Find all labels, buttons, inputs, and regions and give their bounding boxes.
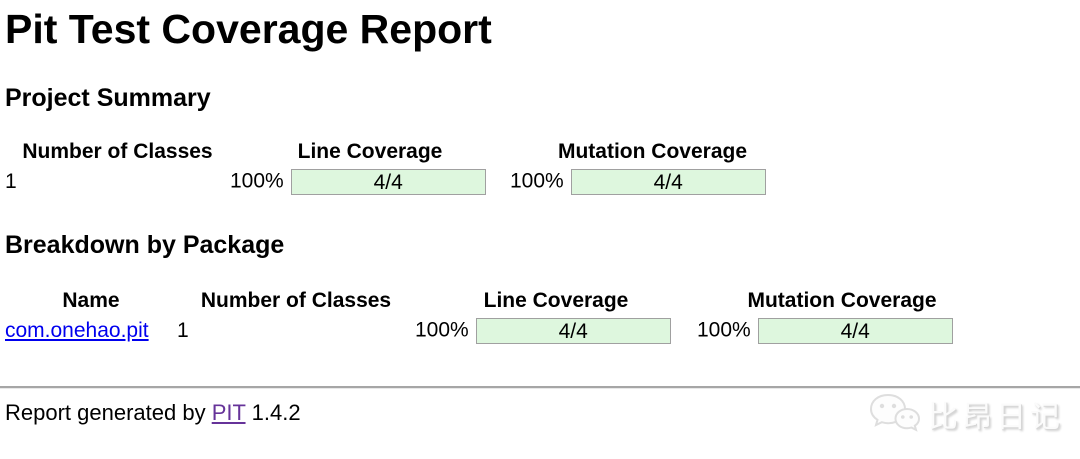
mutation-coverage-cell: 100% 4/4 bbox=[697, 315, 987, 347]
mutation-coverage-bar: 4/4 bbox=[570, 169, 766, 196]
column-header-line-coverage: Line Coverage bbox=[483, 289, 629, 313]
page-title: Pit Test Coverage Report bbox=[5, 6, 492, 52]
project-summary-heading: Project Summary bbox=[5, 84, 211, 113]
line-coverage-bar: 4/4 bbox=[475, 318, 671, 345]
column-header-mutation-coverage: Mutation Coverage bbox=[747, 289, 937, 313]
table-header-row: Number of Classes Line Coverage Mutation… bbox=[5, 138, 795, 166]
mutation-coverage-percent: 100% bbox=[510, 169, 564, 193]
mutation-coverage-cell: 100% 4/4 bbox=[510, 166, 795, 198]
line-coverage-percent: 100% bbox=[230, 169, 284, 193]
number-of-classes-value: 1 bbox=[177, 319, 189, 343]
number-of-classes-value: 1 bbox=[5, 170, 17, 194]
footer-divider bbox=[0, 386, 1080, 390]
footer-prefix: Report generated by bbox=[5, 400, 212, 426]
table-row: 1 100% 4/4 100% 4/4 bbox=[5, 166, 795, 198]
mutation-coverage-percent: 100% bbox=[697, 318, 751, 342]
line-coverage-bar: 4/4 bbox=[290, 169, 486, 196]
package-name-cell: com.onehao.pit bbox=[5, 315, 177, 347]
table-row: com.onehao.pit 1 100% 4/4 100% 4/4 bbox=[5, 315, 987, 347]
column-header-number-of-classes: Number of Classes bbox=[22, 140, 213, 164]
pit-link[interactable]: PIT bbox=[211, 400, 246, 426]
column-header-mutation-coverage: Mutation Coverage bbox=[557, 140, 748, 164]
package-breakdown-table: Name Number of Classes Line Coverage Mut… bbox=[5, 287, 987, 347]
mutation-coverage-bar: 4/4 bbox=[757, 318, 953, 345]
line-coverage-cell: 100% 4/4 bbox=[230, 166, 510, 198]
column-header-number-of-classes: Number of Classes bbox=[200, 289, 392, 313]
project-summary-table: Number of Classes Line Coverage Mutation… bbox=[5, 138, 795, 198]
column-header-line-coverage: Line Coverage bbox=[297, 140, 443, 164]
line-coverage-percent: 100% bbox=[415, 318, 469, 342]
breakdown-heading: Breakdown by Package bbox=[5, 231, 285, 260]
report-content: Pit Test Coverage Report Project Summary… bbox=[0, 6, 1080, 347]
table-header-row: Name Number of Classes Line Coverage Mut… bbox=[5, 287, 987, 315]
column-header-name: Name bbox=[62, 289, 120, 313]
package-link[interactable]: com.onehao.pit bbox=[5, 319, 149, 343]
footer-text: Report generated by PIT 1.4.2 bbox=[5, 400, 1080, 426]
footer-version: 1.4.2 bbox=[245, 400, 301, 426]
line-coverage-cell: 100% 4/4 bbox=[415, 315, 697, 347]
